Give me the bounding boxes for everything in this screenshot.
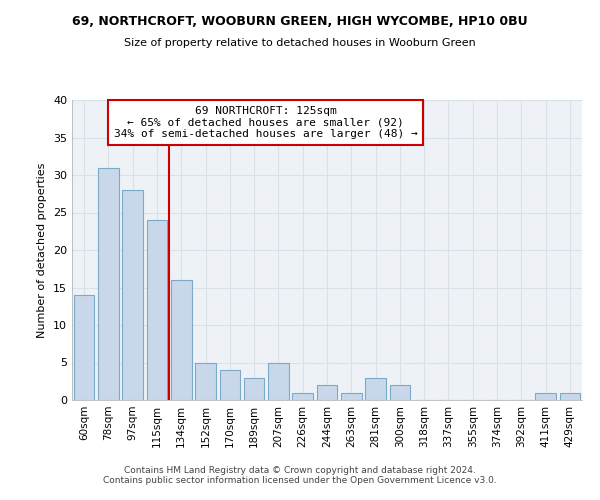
Bar bbox=[560, 392, 580, 400]
Text: Contains HM Land Registry data © Crown copyright and database right 2024.
Contai: Contains HM Land Registry data © Crown c… bbox=[103, 466, 497, 485]
Bar bbox=[268, 362, 289, 400]
Text: Size of property relative to detached houses in Wooburn Green: Size of property relative to detached ho… bbox=[124, 38, 476, 48]
Bar bbox=[244, 378, 265, 400]
Bar bbox=[146, 220, 167, 400]
Bar bbox=[195, 362, 216, 400]
Bar bbox=[220, 370, 240, 400]
Text: 69 NORTHCROFT: 125sqm
← 65% of detached houses are smaller (92)
34% of semi-deta: 69 NORTHCROFT: 125sqm ← 65% of detached … bbox=[114, 106, 418, 139]
Bar bbox=[317, 385, 337, 400]
Bar bbox=[74, 295, 94, 400]
Bar bbox=[171, 280, 191, 400]
Bar bbox=[292, 392, 313, 400]
Bar bbox=[122, 190, 143, 400]
Bar bbox=[389, 385, 410, 400]
Bar bbox=[535, 392, 556, 400]
Bar bbox=[98, 168, 119, 400]
Bar bbox=[341, 392, 362, 400]
Y-axis label: Number of detached properties: Number of detached properties bbox=[37, 162, 47, 338]
Text: 69, NORTHCROFT, WOOBURN GREEN, HIGH WYCOMBE, HP10 0BU: 69, NORTHCROFT, WOOBURN GREEN, HIGH WYCO… bbox=[72, 15, 528, 28]
Bar bbox=[365, 378, 386, 400]
